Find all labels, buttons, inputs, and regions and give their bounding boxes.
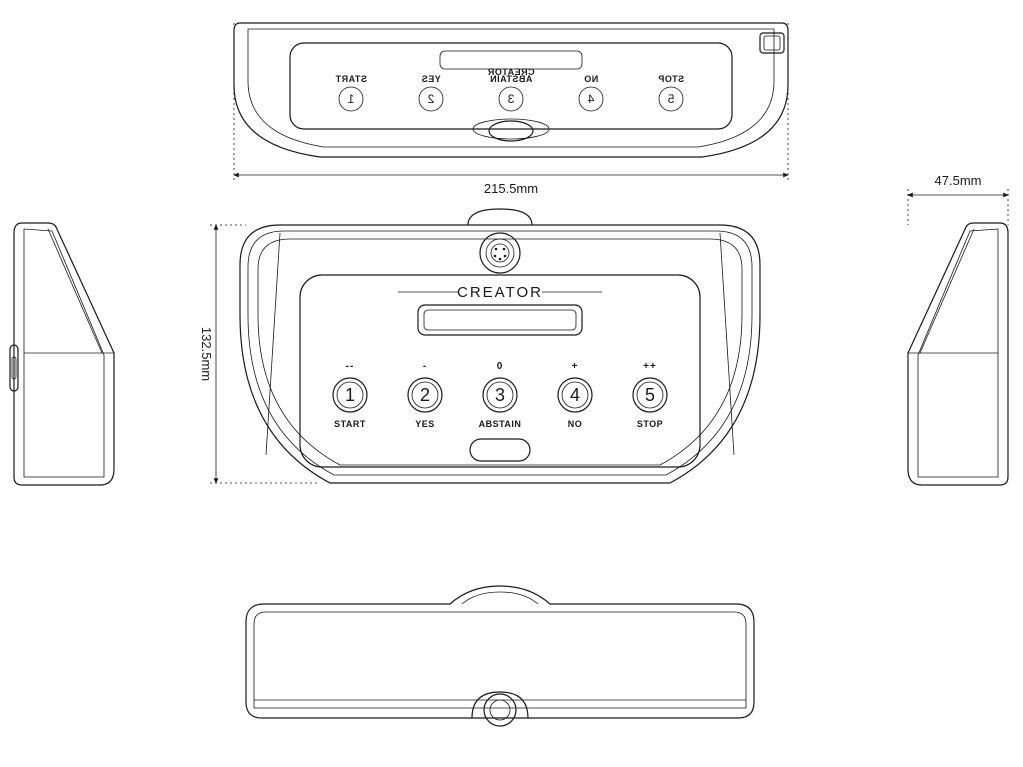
svg-text:STOP: STOP: [637, 419, 663, 429]
left-view: [10, 223, 114, 485]
svg-text:4: 4: [570, 385, 580, 405]
svg-text:++: ++: [643, 361, 657, 372]
svg-text:ABSTAIN: ABSTAIN: [490, 74, 533, 84]
svg-text:--: --: [346, 361, 355, 372]
drawing-canvas: CREATOR START 1 YES 2 ABSTAIN 3 NO 4 STOP 5 2…: [0, 0, 1023, 767]
svg-text:0: 0: [497, 361, 504, 372]
svg-text:3: 3: [495, 385, 505, 405]
button-3: 0 3 ABSTAIN: [479, 361, 522, 429]
dim-height: 132.5mm: [199, 327, 214, 381]
top-buttons: START 1 YES 2 ABSTAIN 3 NO 4 STOP 5: [335, 74, 684, 111]
svg-text:+: +: [572, 361, 579, 372]
svg-text:STOP: STOP: [658, 74, 684, 84]
svg-text:YES: YES: [421, 74, 441, 84]
button-row: -- 1 START - 2 YES 0 3 ABSTAIN: [333, 361, 667, 429]
svg-text:2: 2: [420, 385, 430, 405]
svg-text:4: 4: [587, 92, 594, 106]
svg-text:1: 1: [345, 385, 355, 405]
svg-text:ABSTAIN: ABSTAIN: [479, 419, 522, 429]
svg-text:START: START: [335, 74, 367, 84]
svg-text:3: 3: [507, 92, 514, 106]
svg-text:1: 1: [347, 92, 354, 106]
svg-text:2: 2: [427, 92, 434, 106]
button-1: -- 1 START: [333, 361, 367, 429]
top-view: CREATOR START1 YES2 ABSTAIN3 NO4 STOP5 2…: [234, 23, 788, 196]
svg-text:5: 5: [645, 385, 655, 405]
svg-text:START: START: [334, 419, 366, 429]
dim-width: 215.5mm: [484, 181, 538, 196]
right-view: 47.5mm: [908, 173, 1008, 485]
dim-depth: 47.5mm: [935, 173, 982, 188]
front-view: CREATOR -- 1 START - 2 YES: [199, 209, 760, 483]
svg-text:NO: NO: [584, 74, 599, 84]
svg-text:-: -: [423, 361, 427, 372]
rear-view: [246, 586, 754, 726]
svg-text:5: 5: [667, 92, 674, 106]
button-4: + 4 NO: [558, 361, 592, 429]
svg-text:YES: YES: [415, 419, 435, 429]
button-2: - 2 YES: [408, 361, 442, 429]
button-5: ++ 5 STOP: [633, 361, 667, 429]
face-panel: CREATOR -- 1 START - 2 YES: [300, 275, 700, 467]
brand-label: CREATOR: [457, 284, 543, 301]
pill-button: [470, 439, 530, 461]
connector: [468, 209, 532, 273]
svg-text:NO: NO: [568, 419, 583, 429]
